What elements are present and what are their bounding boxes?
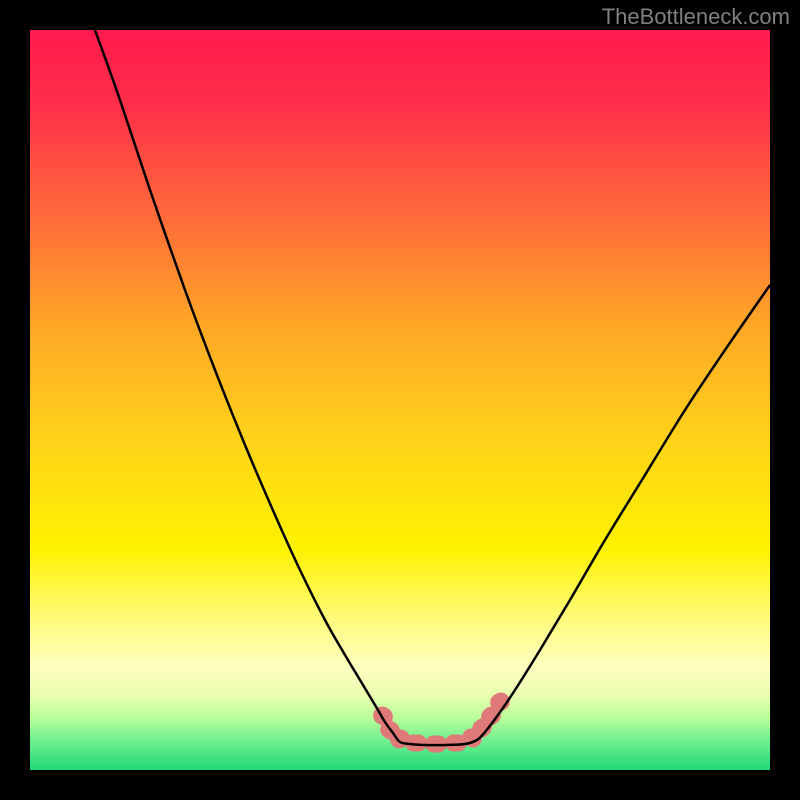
- watermark-text: TheBottleneck.com: [602, 4, 790, 30]
- chart-background: [30, 30, 770, 770]
- frame-bottom: [0, 770, 800, 800]
- chart-plot-area: [30, 30, 770, 770]
- frame-right: [770, 0, 800, 800]
- frame-left: [0, 0, 30, 800]
- chart-svg: [30, 30, 770, 770]
